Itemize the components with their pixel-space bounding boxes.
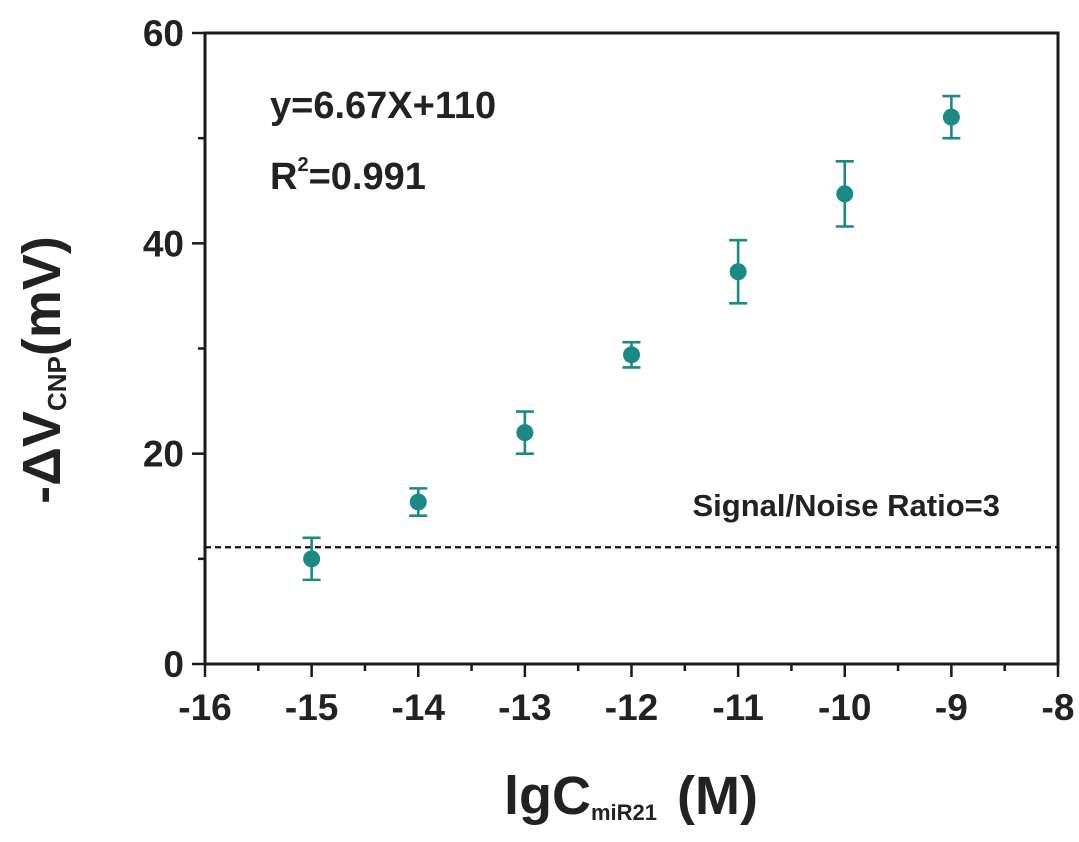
y-axis-label-unit: (mV)	[12, 236, 72, 356]
equation-annotation: y=6.67X+110	[270, 85, 496, 127]
data-points	[302, 94, 961, 582]
y-tick-label: 40	[143, 223, 184, 264]
x-tick-label: -10	[818, 687, 871, 728]
x-tick-label: -15	[285, 687, 338, 728]
x-tick-label: -14	[392, 687, 446, 728]
data-point-group	[302, 536, 321, 582]
x-tick-label: -9	[935, 687, 968, 728]
data-point	[836, 185, 854, 203]
x-axis-label: lgCmiR21 (M)	[504, 766, 758, 826]
y-axis-label-prefix: -ΔV	[12, 411, 72, 504]
tick-labels: -16 -15 -14 -13 -12 -11 -10 -9 -8 0 20 40 60	[143, 13, 1075, 728]
data-point-group	[515, 410, 534, 455]
data-point	[409, 493, 427, 511]
y-axis-label: -ΔVCNP(mV)	[12, 236, 72, 504]
x-tick-label: -8	[1042, 687, 1075, 728]
data-point	[942, 108, 960, 126]
threshold-label: Signal/Noise Ratio=3	[692, 488, 1000, 523]
r-squared-value: =0.991	[309, 156, 426, 198]
y-tick-label: 60	[143, 13, 184, 54]
ticks	[192, 31, 1060, 677]
data-point-group	[942, 94, 961, 140]
data-point-group	[835, 160, 854, 228]
data-point	[729, 263, 747, 281]
y-axis-label-sub: CNP	[42, 356, 72, 411]
x-tick-label: -16	[178, 687, 231, 728]
r-squared-exponent: 2	[297, 154, 308, 176]
r-squared-base: R	[270, 156, 297, 198]
data-point-group	[622, 340, 641, 369]
x-tick-label: -13	[498, 687, 551, 728]
data-point-group	[409, 487, 428, 518]
y-tick-label: 20	[143, 434, 184, 475]
x-tick-label: -11	[712, 687, 763, 728]
x-axis-label-sub: miR21	[591, 800, 657, 825]
y-tick-label: 0	[163, 644, 184, 685]
x-tick-label: -12	[605, 687, 658, 728]
x-axis-label-main: lgC	[504, 766, 591, 826]
data-point	[623, 346, 640, 364]
data-point	[516, 424, 534, 442]
x-axis-label-unit: (M)	[677, 766, 758, 826]
r-squared-annotation: R2=0.991	[270, 154, 426, 198]
data-point-group	[729, 238, 748, 305]
data-point	[303, 550, 321, 568]
